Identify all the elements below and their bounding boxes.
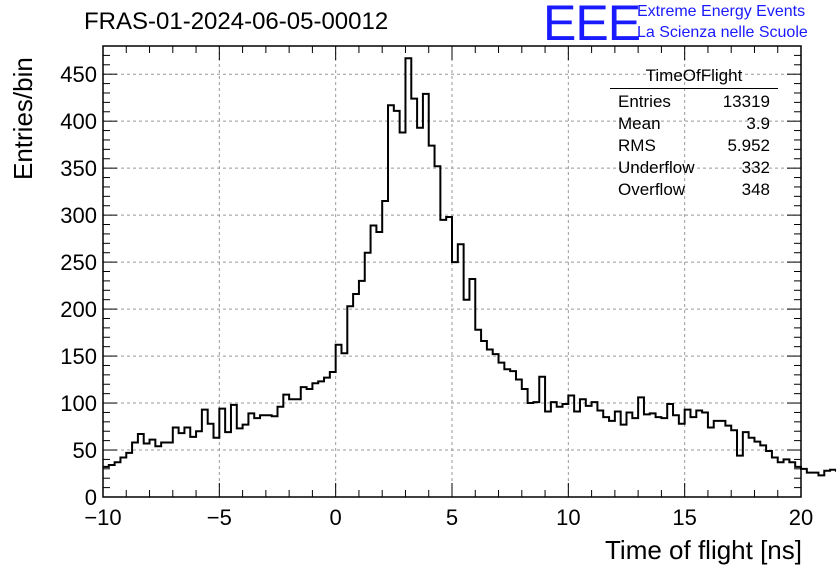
y-tick-label: 250 <box>60 250 97 275</box>
stats-value: 332 <box>741 158 770 177</box>
eee-logo: EEE <box>543 0 641 51</box>
logo-subtitle-1: Extreme Energy Events <box>637 3 806 20</box>
x-tick-label: 15 <box>672 505 696 530</box>
y-tick-label: 350 <box>60 156 97 181</box>
stats-row-entries: Entries 13319 <box>610 91 778 113</box>
stats-box: TimeOfFlight Entries 13319 Mean 3.9 RMS … <box>610 66 778 201</box>
stats-value: 13319 <box>722 92 770 111</box>
x-axis-label: Time of flight [ns] <box>605 535 802 565</box>
y-tick-label: 400 <box>60 109 97 134</box>
stats-row-overflow: Overflow 348 <box>610 179 778 201</box>
stats-value: 3.9 <box>746 114 770 133</box>
stats-label: Entries <box>618 92 671 111</box>
y-tick-label: 0 <box>85 485 97 510</box>
x-tick-label: −10 <box>84 505 121 530</box>
x-tick-label: 20 <box>789 505 813 530</box>
stats-row-mean: Mean 3.9 <box>610 113 778 135</box>
stats-row-rms: RMS 5.952 <box>610 135 778 157</box>
stats-label: Underflow <box>618 158 695 177</box>
ticks-layer <box>102 45 802 498</box>
logo-subtitle-2: La Scienza nelle Scuole <box>637 24 808 41</box>
y-tick-label: 100 <box>60 391 97 416</box>
stats-row-underflow: Underflow 332 <box>610 157 778 179</box>
stats-value: 348 <box>741 180 770 199</box>
stats-title: TimeOfFlight <box>610 66 778 89</box>
y-axis-label: Entries/bin <box>8 57 38 180</box>
stats-label: Overflow <box>618 180 686 199</box>
y-tick-label: 450 <box>60 62 97 87</box>
x-tick-label: −5 <box>207 505 232 530</box>
histogram-series <box>103 57 836 477</box>
y-tick-label: 50 <box>73 438 97 463</box>
x-tick-label: 10 <box>556 505 580 530</box>
stats-label: RMS <box>618 136 656 155</box>
x-tick-label: 0 <box>330 505 342 530</box>
stats-value: 5.952 <box>727 136 770 155</box>
y-tick-label: 200 <box>60 297 97 322</box>
x-tick-label: 5 <box>446 505 458 530</box>
y-tick-label: 300 <box>60 203 97 228</box>
y-tick-label: 150 <box>60 344 97 369</box>
page-title: FRAS-01-2024-06-05-00012 <box>84 8 389 35</box>
stats-label: Mean <box>618 114 661 133</box>
